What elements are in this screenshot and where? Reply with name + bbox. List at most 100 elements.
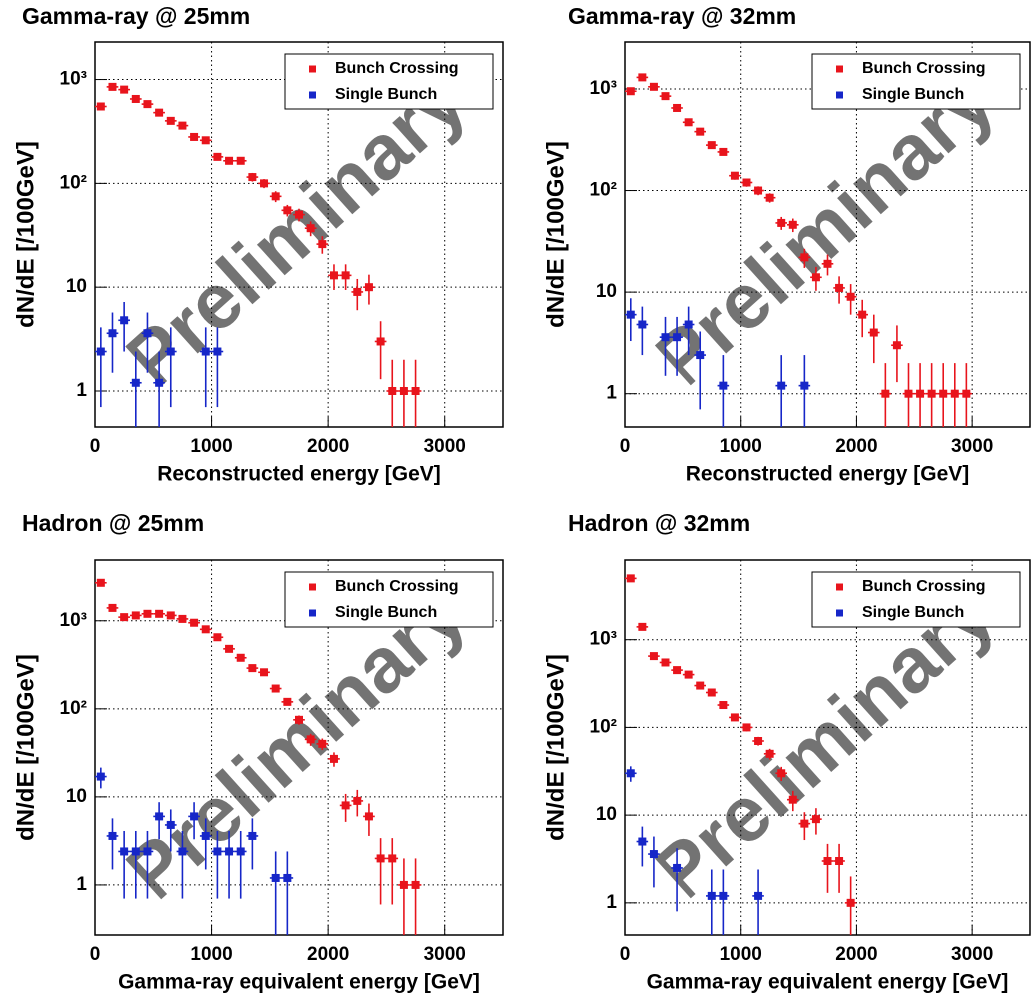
data-point <box>707 891 716 900</box>
data-point <box>835 856 844 865</box>
data-point <box>881 389 890 398</box>
data-point <box>719 147 728 156</box>
data-point <box>131 378 140 387</box>
data-point <box>800 253 809 262</box>
data-point <box>108 831 117 840</box>
data-point <box>108 329 117 338</box>
data-point <box>777 769 786 778</box>
data-point <box>213 347 222 356</box>
data-point <box>143 329 152 338</box>
x-tick-label: 2000 <box>835 436 877 457</box>
data-point <box>120 613 129 622</box>
data-point <box>283 206 292 215</box>
y-tick-label: 10³ <box>60 610 87 631</box>
legend-label: Single Bunch <box>335 86 437 103</box>
data-point <box>283 697 292 706</box>
data-point <box>376 854 385 863</box>
data-point <box>673 333 682 342</box>
x-tick-label: 3000 <box>951 944 993 965</box>
data-point <box>730 713 739 722</box>
data-point <box>329 271 338 280</box>
data-point <box>225 847 234 856</box>
data-point <box>271 684 280 693</box>
data-point <box>225 644 234 653</box>
x-axis-label: Gamma-ray equivalent energy [GeV] <box>647 971 1009 994</box>
y-tick-label: 10 <box>66 786 87 807</box>
data-point <box>166 820 175 829</box>
data-point <box>846 898 855 907</box>
data-point <box>248 664 257 673</box>
y-tick-label: 10 <box>66 276 87 297</box>
data-point <box>120 316 129 325</box>
y-tick-label: 10³ <box>590 629 617 650</box>
data-point <box>939 389 948 398</box>
data-point <box>131 611 140 620</box>
data-point <box>800 381 809 390</box>
y-axis-label: dN/dE [/100GeV] <box>12 141 39 328</box>
data-point <box>295 210 303 219</box>
data-point <box>225 156 234 165</box>
data-point <box>661 333 670 342</box>
data-point <box>754 736 763 745</box>
x-tick-label: 1000 <box>720 436 762 457</box>
data-point <box>638 622 647 631</box>
legend-marker <box>836 583 843 591</box>
data-point <box>143 609 152 618</box>
data-point <box>777 218 786 227</box>
data-point <box>754 891 763 900</box>
y-tick-label: 1 <box>606 892 617 913</box>
data-point <box>166 116 175 125</box>
x-axis-label: Reconstructed energy [GeV] <box>157 463 441 486</box>
data-point <box>638 837 647 846</box>
data-point <box>96 347 105 356</box>
x-tick-label: 1000 <box>190 944 232 965</box>
y-tick-label: 1 <box>76 380 87 401</box>
data-point <box>707 688 716 697</box>
data-point <box>201 831 210 840</box>
data-point <box>892 341 901 350</box>
x-tick-label: 1000 <box>720 944 762 965</box>
data-point <box>696 127 705 136</box>
legend-box <box>284 53 494 110</box>
data-point <box>131 94 140 103</box>
data-point <box>108 603 117 612</box>
data-point <box>190 812 199 821</box>
data-point <box>143 847 152 856</box>
data-point <box>318 240 327 249</box>
data-point <box>649 652 658 661</box>
data-point <box>388 386 397 395</box>
x-tick-label: 0 <box>90 944 101 965</box>
y-tick-label: 10³ <box>590 78 617 99</box>
data-point <box>120 85 129 94</box>
data-point <box>236 847 245 856</box>
x-tick-label: 2000 <box>307 944 349 965</box>
data-point <box>765 193 774 202</box>
data-point <box>626 310 635 319</box>
data-point <box>788 220 797 229</box>
data-point <box>341 271 350 280</box>
y-tick-label: 1 <box>76 874 87 895</box>
y-tick-label: 10 <box>596 804 617 825</box>
data-point <box>213 847 222 856</box>
legend-label: Single Bunch <box>862 86 964 103</box>
data-point <box>673 666 682 675</box>
data-point <box>190 132 199 141</box>
data-point <box>271 873 280 882</box>
data-point <box>364 283 373 292</box>
x-tick-label: 3000 <box>424 436 466 457</box>
data-point <box>120 847 129 856</box>
x-axis-label: Gamma-ray equivalent energy [GeV] <box>118 971 480 994</box>
data-point <box>201 136 210 145</box>
data-point <box>742 178 751 187</box>
data-point <box>283 873 292 882</box>
x-tick-label: 3000 <box>951 436 993 457</box>
data-point <box>719 891 728 900</box>
y-axis-label: dN/dE [/100GeV] <box>542 654 569 841</box>
legend-label: Bunch Crossing <box>335 60 459 77</box>
data-point <box>143 100 152 109</box>
data-point <box>411 880 420 889</box>
y-axis-label: dN/dE [/100GeV] <box>12 654 39 841</box>
